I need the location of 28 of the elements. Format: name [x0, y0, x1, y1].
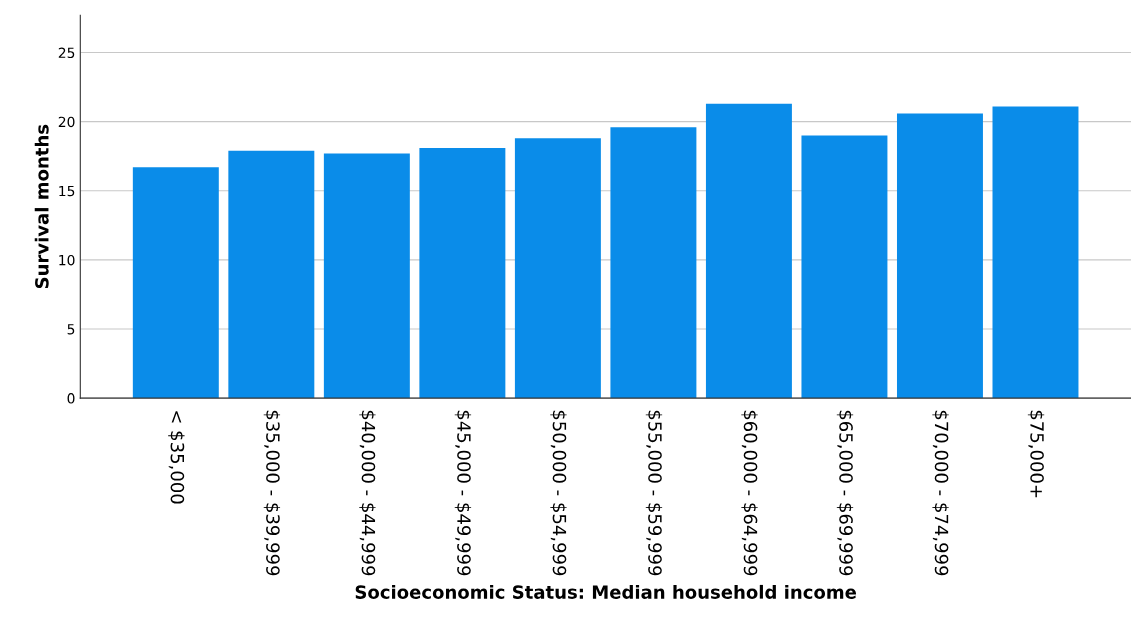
y-tick-label: 15: [59, 185, 75, 197]
y-axis-title: Survival months: [34, 124, 49, 289]
x-tick-label: $60,000 - $64,999: [741, 410, 758, 576]
x-tick-label: < $35,000: [168, 411, 185, 504]
y-tick-label: 10: [59, 254, 75, 266]
bar: [610, 127, 697, 399]
bar: [992, 106, 1079, 399]
bar: [801, 135, 888, 399]
y-tick-label: 20: [58, 116, 75, 128]
x-tick-label: $70,000 - $74,999: [932, 410, 949, 576]
bar: [896, 113, 983, 399]
bar: [228, 150, 315, 399]
bar: [705, 103, 792, 399]
y-tick-label: 5: [67, 324, 75, 335]
x-tick-label: $65,000 - $69,999: [836, 410, 854, 576]
x-tick-label: $40,000 - $44,999: [359, 410, 376, 576]
bar: [514, 138, 601, 399]
y-tick-label: 0: [67, 393, 75, 404]
x-tick-label: $55,000 - $59,999: [645, 410, 663, 576]
x-axis-title: Socioeconomic Status: Median household income: [355, 584, 857, 599]
x-tick-label: $45,000 - $49,999: [454, 410, 472, 576]
y-tick-label: 25: [58, 47, 75, 59]
x-tick-label: $35,000 - $39,999: [263, 410, 281, 576]
x-tick-label: $75,000+: [1027, 410, 1045, 498]
bar: [419, 147, 506, 399]
bar: [323, 153, 410, 399]
bar: [132, 167, 219, 399]
x-tick-label: $50,000 - $54,999: [550, 410, 567, 576]
